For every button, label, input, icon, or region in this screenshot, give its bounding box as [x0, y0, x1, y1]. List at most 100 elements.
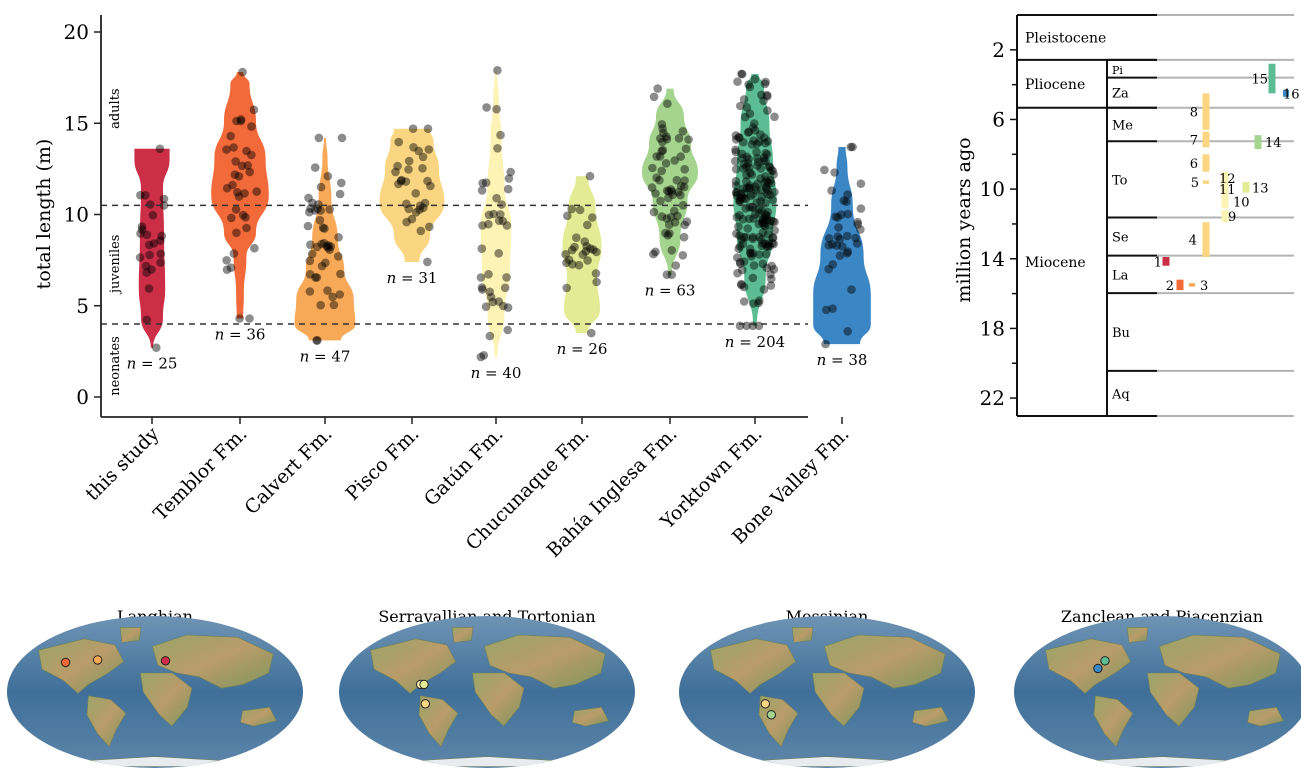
data-point — [232, 116, 241, 126]
data-point — [832, 241, 841, 250]
data-point — [142, 268, 151, 277]
data-point — [740, 112, 750, 122]
data-point — [820, 165, 829, 175]
data-point — [745, 248, 755, 258]
n-label-9: n = 38 — [817, 351, 868, 369]
data-point — [667, 212, 676, 222]
data-point — [762, 184, 771, 193]
data-point — [853, 220, 863, 229]
data-point — [731, 135, 741, 144]
data-point — [830, 168, 839, 177]
stage-label-to: To — [1112, 173, 1128, 188]
data-point — [249, 105, 259, 115]
data-point — [316, 300, 326, 310]
data-point — [663, 99, 672, 108]
data-point — [856, 204, 866, 213]
data-point — [761, 77, 770, 87]
continent — [812, 672, 865, 727]
data-point — [756, 185, 766, 195]
data-point — [335, 290, 345, 299]
data-point — [758, 228, 768, 237]
data-point — [681, 144, 691, 154]
n-label-8: n = 204 — [725, 333, 785, 351]
data-point — [764, 221, 774, 230]
data-point — [328, 292, 338, 302]
data-point — [226, 131, 235, 141]
data-point — [753, 161, 762, 170]
data-point — [658, 145, 668, 155]
data-point — [567, 245, 577, 255]
data-point — [668, 190, 677, 200]
data-point — [250, 243, 259, 253]
data-point — [394, 137, 404, 147]
data-point — [135, 253, 145, 262]
data-point — [731, 176, 741, 186]
data-point — [325, 245, 334, 254]
data-point — [744, 154, 753, 164]
data-point — [589, 245, 598, 254]
data-point — [581, 247, 591, 256]
y-axis-label: total length (m) — [33, 139, 55, 290]
continent — [86, 695, 127, 748]
data-point — [757, 206, 766, 215]
data-point — [479, 351, 489, 360]
zone-labels: neonates juveniles adults — [108, 88, 123, 395]
data-point — [676, 152, 685, 161]
data-point — [737, 193, 746, 203]
data-point — [492, 104, 501, 114]
data-point — [396, 176, 406, 186]
range-label-16: 16 — [1283, 87, 1300, 102]
data-point — [847, 285, 856, 294]
fossil-site-marker — [60, 657, 71, 668]
data-point — [477, 244, 487, 253]
map-land — [710, 627, 949, 767]
data-point — [477, 283, 487, 292]
data-point — [748, 234, 758, 244]
data-point — [735, 133, 744, 143]
data-point — [739, 257, 749, 267]
data-point — [760, 221, 770, 231]
data-point — [770, 226, 779, 235]
data-point — [570, 242, 579, 252]
data-point — [763, 92, 772, 101]
data-point — [742, 321, 751, 331]
data-point — [738, 265, 747, 275]
data-point — [762, 182, 771, 192]
data-point — [731, 188, 741, 197]
data-point — [227, 213, 236, 223]
data-point — [746, 191, 756, 201]
data-point — [837, 210, 846, 219]
data-point — [763, 178, 773, 188]
timeline-ticks: 2 6 10 14 18 22 — [980, 38, 1017, 410]
data-point — [827, 186, 836, 195]
data-point — [765, 241, 774, 251]
data-point — [744, 214, 754, 224]
data-point — [234, 172, 244, 181]
data-point — [748, 249, 758, 258]
data-point — [682, 217, 692, 226]
n-label-4: n = 31 — [387, 269, 438, 287]
data-point — [673, 211, 682, 221]
data-point — [748, 232, 758, 242]
timeline-tick-label: 2 — [992, 38, 1005, 62]
data-point — [503, 303, 513, 312]
paleomaps: LanghianSerravallian and Tortonian Messin… — [7, 607, 1301, 768]
data-point — [758, 259, 768, 269]
data-point — [732, 229, 741, 238]
range-label-11: 11 — [1219, 183, 1236, 198]
data-point — [411, 189, 421, 198]
data-point — [732, 212, 742, 222]
data-point — [476, 273, 486, 282]
data-point — [397, 175, 406, 185]
x-tick-label-5: Gatún Fm. — [420, 423, 508, 511]
data-point — [500, 283, 510, 293]
data-point — [235, 314, 244, 323]
y-tick-label: 5 — [76, 294, 89, 318]
data-point — [242, 223, 251, 233]
data-point — [745, 163, 754, 172]
data-point — [663, 231, 673, 240]
data-point — [311, 273, 320, 282]
range-label-10: 10 — [1233, 195, 1250, 210]
range-label-2: 2 — [1166, 279, 1174, 294]
